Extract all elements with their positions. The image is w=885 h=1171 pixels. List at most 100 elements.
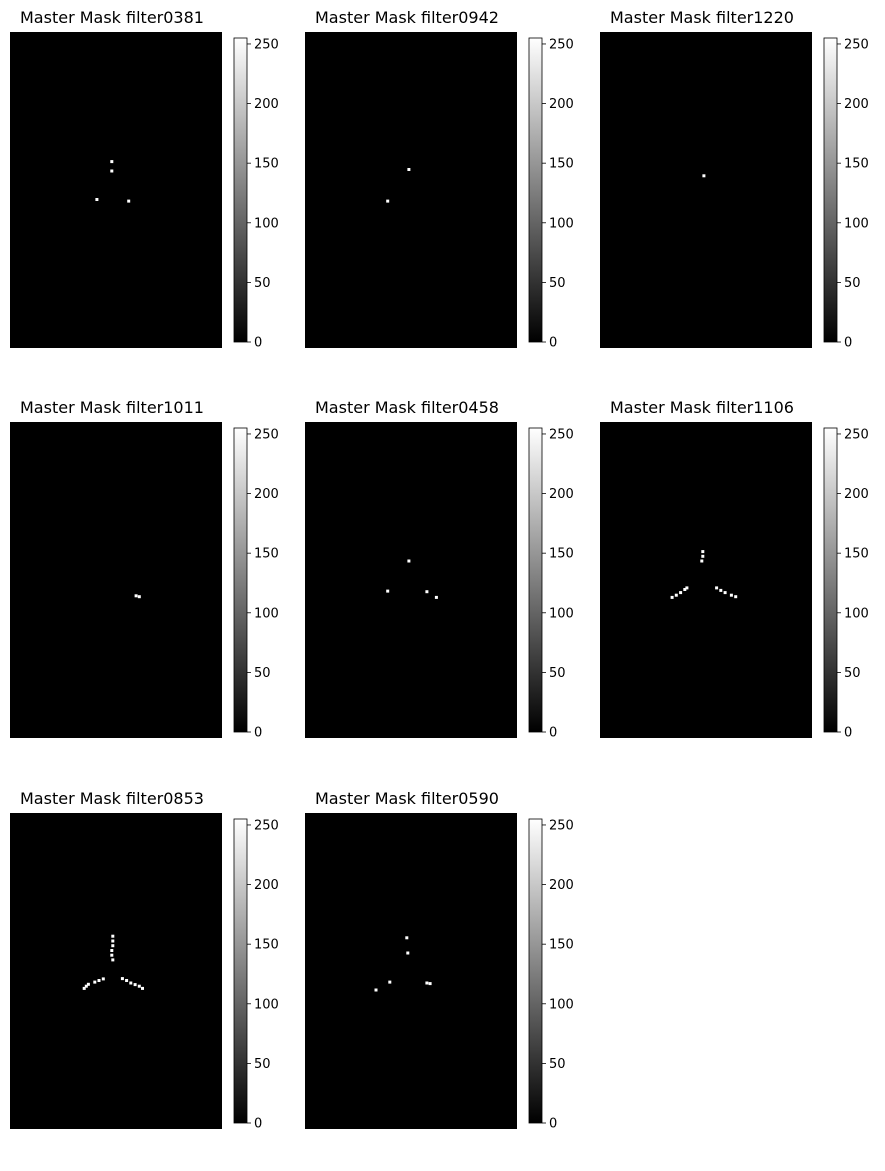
- mask-image: [10, 32, 222, 348]
- mask-pixel: [674, 593, 678, 597]
- panel-title: Master Mask filter0853: [20, 789, 204, 808]
- colorbar-tick-label: 150: [549, 547, 574, 562]
- colorbar-tick-label: 150: [549, 938, 574, 953]
- mask-image: [600, 32, 812, 348]
- panel-title: Master Mask filter0942: [315, 8, 499, 27]
- mask-pixel: [95, 198, 99, 201]
- colorbar-tick-label: 100: [549, 997, 574, 1012]
- mask-pixel: [406, 951, 410, 955]
- colorbar-tick-label: 200: [549, 97, 574, 112]
- mask-panel-6: Master Mask filter1106 0 50 100 150 200 250: [600, 398, 869, 741]
- mask-pixel: [670, 595, 674, 599]
- mask-pixel: [679, 591, 683, 595]
- colorbar: [823, 37, 838, 343]
- colorbar-tick-label: 50: [549, 1057, 566, 1072]
- panel-title: Master Mask filter1106: [610, 398, 794, 417]
- colorbar: [528, 818, 543, 1124]
- mask-pixel: [702, 174, 706, 178]
- colorbar-tick-label: 200: [844, 97, 869, 112]
- mask-image: [10, 422, 222, 738]
- mask-panel-1: Master Mask filter0381 0 50 100 150 200 250: [10, 8, 279, 351]
- colorbar-tick-label: 150: [844, 547, 869, 562]
- mask-panel-2: Master Mask filter0942 0 50 100 150 200 250: [305, 8, 574, 351]
- colorbar-tick-label: 50: [254, 1057, 271, 1072]
- colorbar-tick-label: 0: [844, 726, 852, 741]
- mask-pixel: [719, 588, 723, 592]
- colorbar-tick-label: 100: [254, 997, 279, 1012]
- colorbar-tick-label: 0: [254, 726, 262, 741]
- mask-pixel: [134, 594, 138, 598]
- colorbar-tick-label: 250: [844, 427, 869, 442]
- mask-image: [305, 813, 517, 1129]
- mask-panel-5: Master Mask filter0458 0 50 100 150 200 250: [305, 398, 574, 741]
- colorbar: [233, 37, 248, 343]
- colorbar-tick-label: 250: [549, 37, 574, 52]
- mask-pixel: [701, 554, 705, 558]
- panel-title: Master Mask filter1220: [610, 8, 794, 27]
- colorbar-tick-label: 250: [549, 818, 574, 833]
- colorbar-tick-label: 250: [254, 427, 279, 442]
- colorbar: [528, 37, 543, 343]
- panel-title: Master Mask filter0590: [315, 789, 499, 808]
- panel-title: Master Mask filter1011: [20, 398, 204, 417]
- mask-pixel: [425, 981, 429, 985]
- colorbar-tick-label: 50: [254, 276, 271, 291]
- mask-pixel: [723, 591, 727, 595]
- colorbar-tick-label: 100: [844, 606, 869, 621]
- colorbar: [528, 427, 543, 733]
- mask-pixel: [715, 586, 719, 590]
- colorbar-tick-label: 0: [254, 1117, 262, 1132]
- mask-panel-3: Master Mask filter1220 0 50 100 150 200 250: [600, 8, 869, 351]
- mask-pixel: [428, 982, 432, 986]
- mask-pixel: [734, 595, 738, 599]
- colorbar-tick-label: 50: [844, 666, 861, 681]
- colorbar-tick-label: 250: [549, 427, 574, 442]
- mask-pixel: [110, 160, 114, 164]
- colorbar-tick-label: 100: [844, 216, 869, 231]
- colorbar-tick-label: 200: [844, 487, 869, 502]
- mask-pixel: [110, 949, 114, 952]
- mask-pixel: [82, 986, 86, 990]
- mask-pixel: [685, 586, 689, 590]
- mask-image: [305, 422, 517, 738]
- colorbar-tick-label: 200: [254, 487, 279, 502]
- colorbar-tick-label: 0: [549, 336, 557, 351]
- mask-panel-4: Master Mask filter1011 0 50 100 150 200 250: [10, 398, 279, 741]
- mask-pixel: [86, 982, 90, 986]
- colorbar-tick-label: 150: [549, 157, 574, 172]
- mask-pixel: [111, 944, 115, 948]
- colorbar-tick-label: 0: [549, 1117, 557, 1132]
- mask-pixel: [405, 936, 409, 940]
- mask-pixel: [125, 979, 129, 982]
- colorbar-tick-label: 100: [254, 606, 279, 621]
- mask-pixel: [425, 590, 429, 594]
- colorbar-tick-label: 150: [254, 938, 279, 953]
- colorbar: [233, 427, 248, 733]
- colorbar-tick-label: 100: [549, 606, 574, 621]
- mask-pixel: [97, 979, 101, 982]
- panel-title: Master Mask filter0458: [315, 398, 499, 417]
- colorbar-tick-label: 200: [254, 878, 279, 893]
- mask-pixel: [137, 595, 141, 599]
- mask-pixel: [386, 589, 390, 593]
- mask-pixel: [111, 939, 115, 943]
- colorbar-tick-label: 50: [549, 276, 566, 291]
- mask-pixel: [101, 977, 105, 981]
- mask-pixel: [110, 953, 114, 957]
- mask-pixel: [111, 934, 115, 938]
- mask-panel-8: Master Mask filter0590 0 50 100 150 200 250: [305, 789, 574, 1132]
- mask-pixel: [434, 595, 438, 599]
- mask-pixel: [407, 559, 411, 563]
- colorbar-tick-label: 250: [254, 818, 279, 833]
- mask-pixel: [700, 559, 704, 563]
- mask-pixel: [93, 980, 97, 984]
- colorbar-tick-label: 250: [844, 37, 869, 52]
- colorbar-tick-label: 150: [254, 157, 279, 172]
- mask-pixel: [129, 981, 133, 985]
- mask-pixel: [111, 958, 115, 962]
- colorbar: [233, 818, 248, 1124]
- colorbar-tick-label: 50: [844, 276, 861, 291]
- mask-pixel: [407, 168, 411, 171]
- mask-pixel: [137, 984, 141, 988]
